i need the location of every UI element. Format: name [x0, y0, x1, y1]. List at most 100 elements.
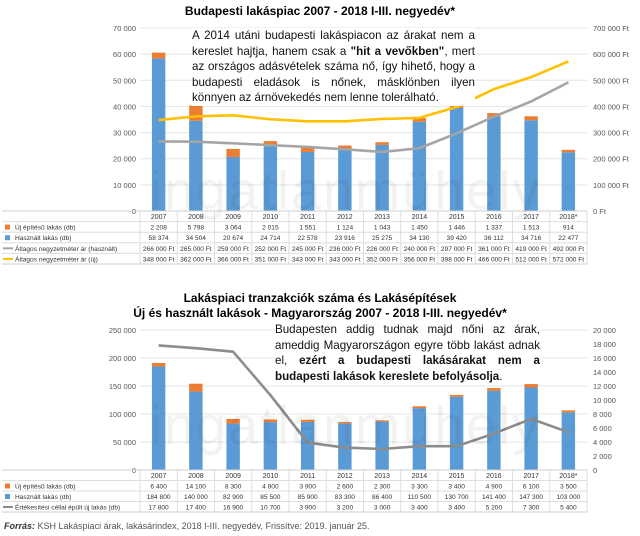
chart1-x-tick: 2010 — [263, 214, 279, 221]
chart1-bar-new — [300, 147, 315, 152]
chart2-legend-key — [5, 494, 10, 499]
chart1-y-tick: 70 000 — [113, 24, 136, 33]
chart1-data-label: 914 — [563, 225, 574, 232]
chart1-svg: 70 000 60 000 50 000 40 000 30 000 20 000 10 0… — [2, 24, 630, 265]
chart2-y2-tick: 10 000 — [593, 396, 616, 405]
chart1-y-tick: 50 000 — [113, 76, 136, 85]
chart1-data-label: 36 112 — [484, 235, 504, 242]
chart2-data-label: 130 700 — [445, 494, 469, 501]
chart2-bar-used — [151, 366, 166, 470]
chart1-bar-used — [300, 151, 315, 211]
chart1-x-tick: 2007 — [151, 214, 167, 221]
chart2-x-tick: 2009 — [225, 473, 241, 480]
chart1-data-label: 22 477 — [558, 235, 579, 242]
chart2-data-label: 85 900 — [298, 494, 319, 501]
chart2-bar-new — [263, 419, 278, 423]
annotation-2-text-a: Budapesten addig tudnak majd nőni az ára… — [275, 323, 540, 367]
chart1-data-label: 245 000 Ft — [292, 246, 324, 253]
chart2-data-label: 3 900 — [299, 505, 316, 512]
chart2-title: Lakáspiaci tranzakciók száma és Lakásépí… — [183, 291, 457, 305]
annotation-1-bold: "hit a vevőkben" — [350, 44, 445, 58]
chart1-bar-new — [375, 142, 389, 145]
chart1-y2-tick: 300 000 Ft — [593, 129, 630, 138]
chart2-legend-label: Új építésű lakás (db) — [15, 482, 75, 491]
chart1-x-tick: 2013 — [374, 214, 390, 221]
chart1-bar-used — [189, 120, 203, 211]
chart2-data-label: 17 800 — [149, 505, 170, 512]
chart2-bar-new — [524, 384, 538, 388]
chart1-bar-used — [524, 120, 538, 211]
chart1-bar-new — [561, 149, 576, 153]
chart1-data-label: 5 798 — [188, 225, 205, 232]
chart1-bar-used — [561, 152, 576, 211]
chart1-data-label: 348 000 Ft — [143, 256, 175, 263]
chart2-bar-used — [263, 422, 278, 470]
chart2-y2-tick: 16 000 — [593, 354, 616, 363]
chart1-data-label: 1 450 — [411, 225, 428, 232]
annotation-1-text-b: , mert az országos adásvételek száma nő,… — [192, 44, 475, 105]
annotation-2-text-b: . — [499, 369, 503, 383]
chart1-data-label: 266 000 Ft — [143, 246, 175, 253]
chart2-bar-used — [561, 412, 576, 470]
chart1-bar-used — [412, 121, 427, 211]
chart1-data-label: 236 000 Ft — [329, 246, 361, 253]
chart2-data-label: 3 000 — [374, 505, 391, 512]
chart2-data-label: 3 400 — [411, 505, 428, 512]
chart1-data-label: 34 504 — [186, 235, 207, 242]
source-note: Forrás: KSH Lakáspiaci árak, lakásárinde… — [4, 521, 370, 531]
chart2-y-tick: 250 000 — [109, 326, 136, 335]
chart2-y2-tick: 0 — [593, 466, 597, 475]
chart2-bar-used — [375, 421, 389, 470]
chart1-y2-tick: 500 000 Ft — [593, 76, 630, 85]
chart1-bar-used — [263, 146, 278, 211]
chart1-legend-key — [5, 224, 10, 230]
chart1-bar-new — [263, 141, 278, 147]
chart1-data-label: 356 000 Ft — [404, 256, 436, 263]
chart2-y-tick: 200 000 — [109, 354, 136, 363]
chart1-data-label: 1 337 — [486, 225, 503, 232]
chart1-data-label: 366 000 Ft — [217, 256, 249, 263]
annotation-1: A 2014 utáni budapesti lakáspiacon az ár… — [192, 28, 475, 106]
chart1-data-label: 572 000 Ft — [553, 256, 585, 263]
chart1-bar-new — [338, 145, 352, 149]
chart1-data-label: 34 130 — [409, 235, 430, 242]
chart2-data-label: 5 200 — [486, 505, 503, 512]
chart1-data-label: 419 000 Ft — [515, 246, 547, 253]
chart2-data-label: 2 300 — [374, 484, 391, 491]
chart2-data-label: 6 100 — [523, 484, 540, 491]
chart2-data-label: 3 900 — [299, 484, 316, 491]
chart2-bar-new — [561, 410, 576, 413]
chart1-y-tick: 40 000 — [113, 102, 136, 111]
chart2-data-label: 3 400 — [448, 484, 465, 491]
chart1-data-label: 2 208 — [150, 225, 167, 232]
chart1-data-label: 226 000 Ft — [366, 246, 398, 253]
chart1-x-tick: 2011 — [300, 214, 315, 221]
chart2-data-label: 103 000 — [556, 494, 580, 501]
chart2-data-label: 3 300 — [411, 484, 428, 491]
chart2-data-label: 5 400 — [560, 505, 577, 512]
chart2-data-label: 3 400 — [448, 505, 465, 512]
chart1-data-label: 39 420 — [447, 235, 468, 242]
chart1-y2-tick: 200 000 Ft — [593, 155, 630, 164]
chart2-data-label: 4 900 — [486, 484, 503, 491]
chart1-data-label: 3 064 — [225, 225, 242, 232]
chart2-data-label: 10 700 — [260, 505, 281, 512]
chart2-data-label: 141 400 — [482, 494, 506, 501]
chart2-y-tick: 150 000 — [109, 382, 136, 391]
chart1-bar-used — [449, 107, 464, 211]
chart1-data-label: 34 716 — [521, 235, 542, 242]
chart2-x-tick: 2012 — [337, 473, 353, 480]
chart2-x-tick: 2013 — [374, 473, 390, 480]
chart1-data-label: 252 000 Ft — [255, 246, 287, 253]
chart2-y2-tick: 4 000 — [593, 438, 612, 447]
chart1-data-label: 1 551 — [299, 225, 316, 232]
source-text: KSH Lakáspiaci árak, lakásárindex, 2018 … — [37, 521, 370, 531]
annotation-1-text-a: A 2014 utáni budapesti lakáspiacon az ár… — [192, 29, 475, 58]
chart1-data-label: 1 446 — [448, 225, 465, 232]
chart1-x-tick: 2018* — [559, 214, 578, 221]
chart2-y2-tick: 12 000 — [593, 382, 616, 391]
chart2-data-label: 2 600 — [337, 484, 354, 491]
chart1-data-label: 361 000 Ft — [478, 246, 510, 253]
chart1-data-label: 259 000 Ft — [217, 246, 249, 253]
chart2-data-label: 86 400 — [372, 494, 393, 501]
